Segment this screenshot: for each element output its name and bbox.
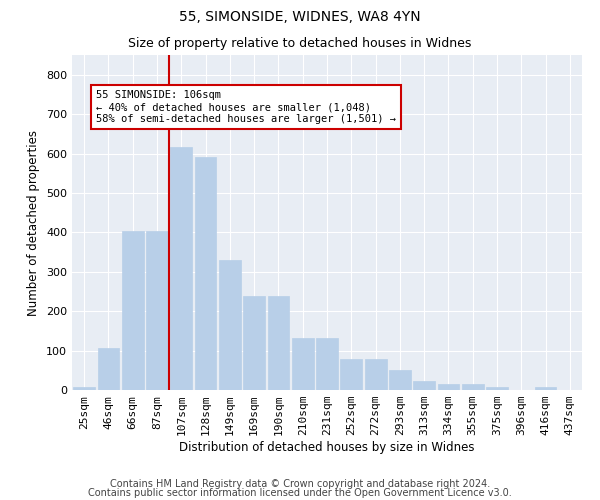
Bar (535, 387, 556, 390)
Text: Contains HM Land Registry data © Crown copyright and database right 2024.: Contains HM Land Registry data © Crown c… (110, 479, 490, 489)
Bar (389, 370, 411, 390)
Bar (437, 384, 460, 390)
X-axis label: Distribution of detached houses by size in Widnes: Distribution of detached houses by size … (179, 441, 475, 454)
Bar (365, 360, 386, 390)
Bar (243, 296, 265, 390)
Y-axis label: Number of detached properties: Number of detached properties (28, 130, 40, 316)
Bar (413, 382, 435, 390)
Bar (340, 360, 362, 390)
Text: 55, SIMONSIDE, WIDNES, WA8 4YN: 55, SIMONSIDE, WIDNES, WA8 4YN (179, 10, 421, 24)
Bar (486, 387, 508, 390)
Bar (146, 231, 168, 390)
Text: Size of property relative to detached houses in Widnes: Size of property relative to detached ho… (128, 38, 472, 51)
Bar (292, 338, 314, 390)
Bar (73, 387, 95, 390)
Bar (219, 260, 241, 390)
Bar (170, 147, 192, 390)
Bar (97, 348, 119, 390)
Bar (316, 338, 338, 390)
Bar (268, 296, 289, 390)
Bar (194, 156, 217, 390)
Bar (462, 384, 484, 390)
Text: Contains public sector information licensed under the Open Government Licence v3: Contains public sector information licen… (88, 488, 512, 498)
Bar (122, 231, 143, 390)
Text: 55 SIMONSIDE: 106sqm
← 40% of detached houses are smaller (1,048)
58% of semi-de: 55 SIMONSIDE: 106sqm ← 40% of detached h… (96, 90, 396, 124)
